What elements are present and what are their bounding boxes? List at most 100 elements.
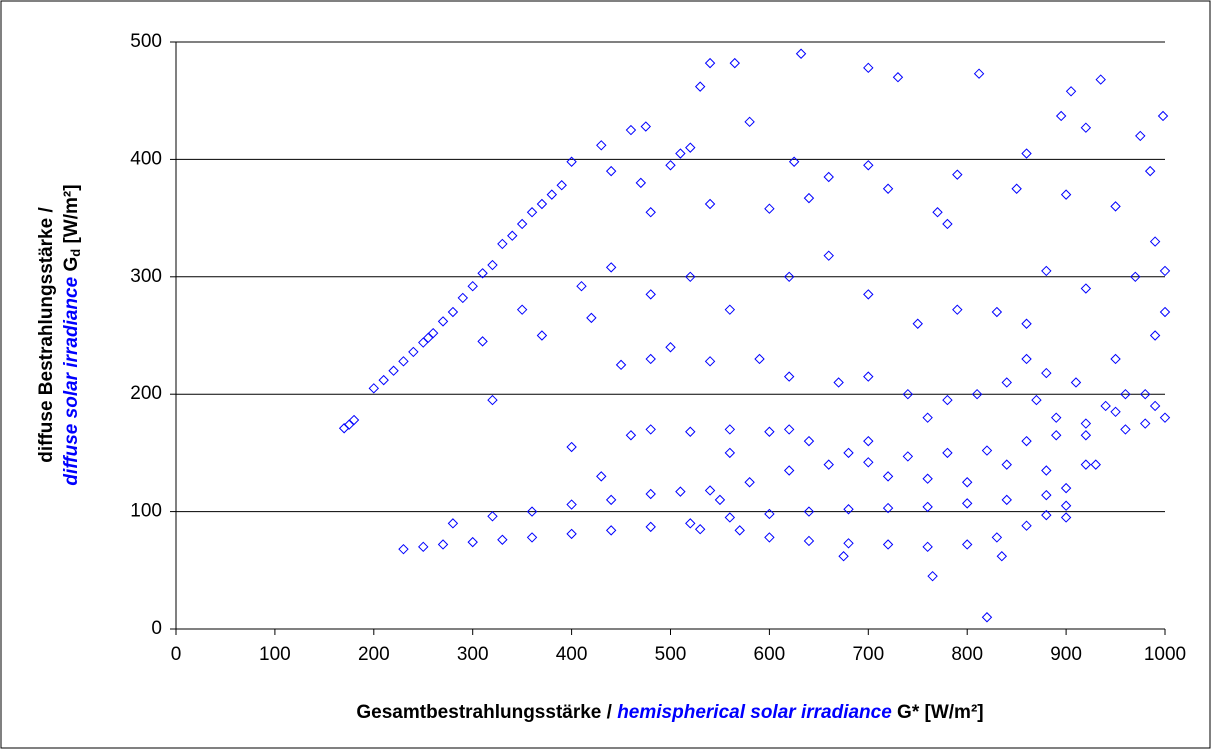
point xyxy=(1060,500,1072,511)
point xyxy=(1001,377,1012,388)
point xyxy=(605,262,617,273)
point xyxy=(783,465,795,476)
point xyxy=(516,304,528,315)
point xyxy=(368,383,380,394)
x-tick-label: 1000 xyxy=(1144,644,1186,665)
x-tick-label: 200 xyxy=(358,644,390,665)
point xyxy=(447,518,459,529)
point xyxy=(625,430,637,441)
point xyxy=(1140,418,1151,429)
x-tick-label: 600 xyxy=(754,644,786,665)
y-tick-label: 300 xyxy=(130,266,162,287)
point xyxy=(645,424,656,435)
point xyxy=(1001,494,1012,506)
point xyxy=(833,377,844,388)
point xyxy=(556,180,567,191)
point xyxy=(685,426,696,437)
point xyxy=(605,165,617,177)
point xyxy=(912,318,923,329)
point xyxy=(546,189,558,200)
point xyxy=(1065,86,1077,97)
point xyxy=(675,148,686,159)
point xyxy=(457,292,469,304)
x-tick-label: 700 xyxy=(852,644,884,665)
point xyxy=(882,183,894,194)
point xyxy=(487,394,498,406)
point xyxy=(704,485,716,496)
point xyxy=(1021,353,1032,365)
point xyxy=(764,426,775,437)
point xyxy=(437,539,449,550)
point xyxy=(863,62,874,74)
point xyxy=(1140,388,1151,400)
point xyxy=(704,356,716,367)
point xyxy=(981,612,993,623)
point xyxy=(922,501,933,513)
point xyxy=(996,551,1008,562)
point xyxy=(1095,74,1106,85)
point xyxy=(1011,183,1022,194)
point xyxy=(497,238,508,250)
point xyxy=(1120,424,1131,435)
point xyxy=(764,532,775,543)
point xyxy=(408,346,419,358)
point xyxy=(447,306,459,318)
point xyxy=(1159,306,1171,318)
point xyxy=(1060,189,1072,200)
y-tick-label: 400 xyxy=(130,148,162,169)
point xyxy=(1041,465,1052,476)
point xyxy=(566,528,577,540)
point xyxy=(467,280,478,292)
point xyxy=(1060,512,1072,523)
point xyxy=(427,327,439,339)
point xyxy=(685,518,696,529)
point xyxy=(803,192,815,204)
y-tick-label: 500 xyxy=(130,31,162,52)
x-tick-label: 900 xyxy=(1050,644,1082,665)
point xyxy=(783,271,795,283)
point xyxy=(1051,430,1062,441)
point xyxy=(1080,430,1092,441)
point xyxy=(1090,459,1101,470)
point xyxy=(566,156,577,167)
point xyxy=(922,412,933,423)
point xyxy=(788,156,800,167)
point xyxy=(694,524,706,535)
point xyxy=(922,473,933,484)
point xyxy=(477,268,488,279)
point xyxy=(1149,236,1161,247)
point xyxy=(526,506,538,517)
point xyxy=(803,506,815,517)
x-tick-label: 100 xyxy=(259,644,291,665)
point xyxy=(487,511,498,522)
y-label-part: [W/m²] xyxy=(61,184,82,248)
point xyxy=(882,502,894,514)
point xyxy=(640,121,651,132)
point xyxy=(863,435,874,447)
point xyxy=(625,124,637,136)
point xyxy=(973,68,985,79)
point xyxy=(477,336,488,347)
x-label-part: hemispherical solar irradiance xyxy=(617,702,892,723)
point xyxy=(1159,265,1171,277)
point xyxy=(843,447,854,459)
point xyxy=(685,271,696,283)
point xyxy=(1041,509,1052,521)
y-label-part: G xyxy=(61,257,82,277)
point xyxy=(863,289,874,300)
point xyxy=(971,388,983,400)
point xyxy=(1080,459,1092,470)
x-label-part: G* [W/m²] xyxy=(892,702,984,723)
point xyxy=(803,435,815,447)
point xyxy=(398,356,409,367)
point xyxy=(823,250,834,261)
point xyxy=(902,388,914,400)
point xyxy=(952,304,963,315)
x-tick-label: 800 xyxy=(951,644,983,665)
point xyxy=(882,539,894,550)
point xyxy=(675,486,686,497)
point xyxy=(744,116,755,128)
point xyxy=(388,365,399,376)
